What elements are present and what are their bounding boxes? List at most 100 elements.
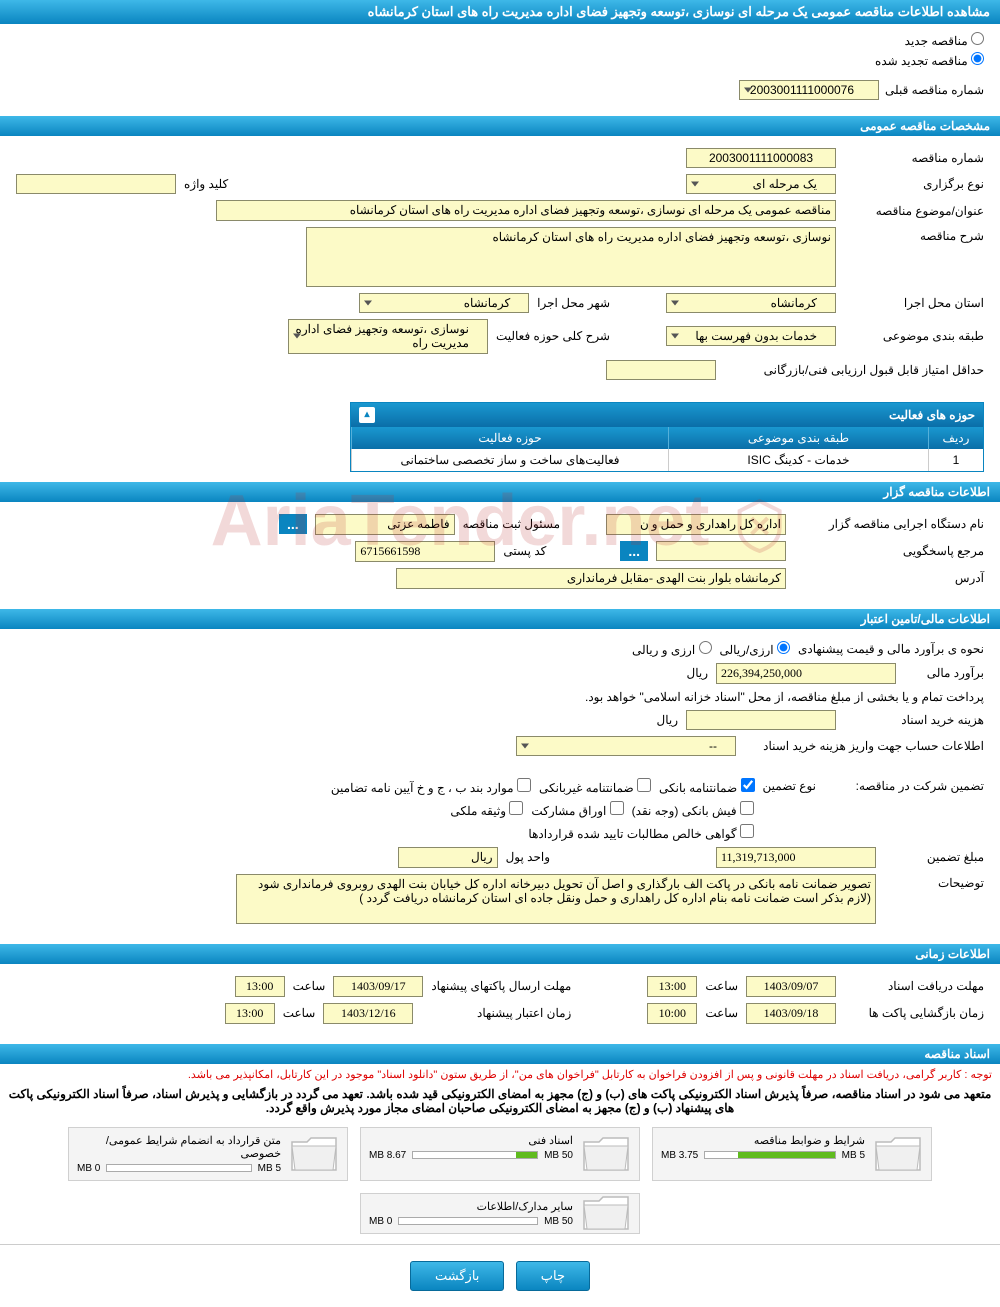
activity-scope-label: شرح کلی حوزه فعالیت bbox=[496, 329, 610, 343]
notes-textarea[interactable]: تصویر ضمانت نامه بانکی در پاکت الف بارگذ… bbox=[236, 874, 876, 924]
file-card[interactable]: شرایط و ضوابط مناقصه5 MB3.75 MB bbox=[652, 1127, 932, 1181]
file-used: 8.67 MB bbox=[369, 1150, 406, 1161]
radio-rial[interactable]: ارزی/ریالی bbox=[720, 641, 790, 657]
back-button[interactable]: بازگشت bbox=[410, 1261, 504, 1291]
guarantee-amount-label: مبلغ تضمین bbox=[884, 850, 984, 864]
chk-bonds[interactable]: اوراق مشارکت bbox=[531, 801, 623, 818]
page-title: مشاهده اطلاعات مناقصه عمومی یک مرحله ای … bbox=[0, 0, 1000, 24]
chk-certificate-input[interactable] bbox=[740, 824, 754, 838]
responder-input[interactable] bbox=[656, 541, 786, 561]
collapse-icon[interactable]: ▴ bbox=[359, 407, 375, 423]
section-schedule: اطلاعات زمانی bbox=[0, 944, 1000, 964]
tender-title-input[interactable]: مناقصه عمومی یک مرحله ای نوسازی ،توسعه و… bbox=[216, 200, 836, 221]
chk-property[interactable]: وثیقه ملکی bbox=[450, 801, 523, 818]
radio-new-tender[interactable]: مناقصه جدید bbox=[16, 32, 984, 48]
opening-label: زمان بازگشایی پاکت ها bbox=[844, 1006, 984, 1020]
radio-renewed-tender-input[interactable] bbox=[971, 52, 984, 65]
file-card[interactable]: متن قرارداد به انضمام شرایط عمومی/خصوصی5… bbox=[68, 1127, 348, 1181]
doc-deadline-label: مهلت دریافت اسناد bbox=[844, 979, 984, 993]
guarantee-type-label: نوع تضمین bbox=[763, 779, 816, 793]
agency-input[interactable]: اداره کل راهداری و حمل و ن bbox=[606, 514, 786, 535]
chk-bylaw-input[interactable] bbox=[517, 778, 531, 792]
chk-property-input[interactable] bbox=[509, 801, 523, 815]
chk-bonds-input[interactable] bbox=[610, 801, 624, 815]
progress-bar bbox=[106, 1164, 251, 1172]
province-select[interactable]: کرمانشاه bbox=[666, 293, 836, 313]
file-card[interactable]: سایر مدارک/اطلاعات50 MB0 MB bbox=[360, 1193, 640, 1234]
keyword-input[interactable] bbox=[16, 174, 176, 194]
prev-tender-label: شماره مناقصه قبلی bbox=[885, 83, 984, 97]
category-select[interactable]: خدمات بدون فهرست بها bbox=[666, 326, 836, 346]
bid-deadline-date[interactable]: 1403/09/17 bbox=[333, 976, 423, 997]
radio-renewed-tender[interactable]: مناقصه تجدید شده bbox=[16, 52, 984, 68]
cell-scope: فعالیت‌های ساخت و ساز تخصصی ساختمانی bbox=[351, 449, 668, 471]
file-card[interactable]: اسناد فنی50 MB8.67 MB bbox=[360, 1127, 640, 1181]
registrar-input[interactable]: فاطمه عزتی bbox=[315, 514, 455, 535]
chk-nonbank-guarantee-label: ضمانتنامه غیربانکی bbox=[539, 781, 634, 795]
documents-bold-note: متعهد می شود در اسناد مناقصه، صرفاً پذیر… bbox=[0, 1085, 1000, 1117]
responder-lookup-button[interactable]: ... bbox=[620, 541, 648, 561]
progress-bar bbox=[398, 1217, 538, 1225]
account-info-label: اطلاعات حساب جهت واریز هزینه خرید اسناد bbox=[744, 739, 984, 753]
doc-deadline-time[interactable]: 13:00 bbox=[647, 976, 697, 997]
activity-scope-select[interactable]: نوسازی ،توسعه وتجهیز فضای اداره مدیریت ر… bbox=[288, 319, 488, 354]
prev-tender-select[interactable]: 2003001111000076 bbox=[739, 80, 879, 100]
activity-table: حوزه های فعالیت ▴ ردیف طبقه بندی موضوعی … bbox=[350, 402, 984, 472]
validity-label: زمان اعتبار پیشنهاد bbox=[421, 1006, 571, 1020]
chk-bank-guarantee[interactable]: ضمانتنامه بانکی bbox=[659, 778, 755, 795]
doc-fee-input[interactable] bbox=[686, 710, 836, 730]
notes-label: توضیحات bbox=[884, 874, 984, 890]
chk-bank-guarantee-input[interactable] bbox=[741, 778, 755, 792]
chk-certificate[interactable]: گواهی خالص مطالبات تایید شده قراردادها bbox=[528, 824, 754, 841]
guarantee-header: تضمین شرکت در مناقصه: bbox=[824, 779, 984, 793]
opening-date[interactable]: 1403/09/18 bbox=[746, 1003, 836, 1024]
chk-nonbank-guarantee-input[interactable] bbox=[637, 778, 651, 792]
registrar-label: مسئول ثبت مناقصه bbox=[463, 517, 560, 531]
file-cap: 5 MB bbox=[842, 1150, 865, 1161]
account-info-select[interactable]: -- bbox=[516, 736, 736, 756]
agency-label: نام دستگاه اجرایی مناقصه گزار bbox=[794, 517, 984, 531]
doc-deadline-date[interactable]: 1403/09/07 bbox=[746, 976, 836, 997]
chk-bylaw[interactable]: موارد بند ب ، ج و خ آیین نامه تضامین bbox=[331, 778, 531, 795]
tender-desc-textarea[interactable]: نوسازی ،توسعه وتجهیز فضای اداره مدیریت ر… bbox=[306, 227, 836, 287]
currency-unit-input[interactable]: ریال bbox=[398, 847, 498, 868]
category-label: طبقه بندی موضوعی bbox=[844, 329, 984, 343]
guarantee-amount-input[interactable]: 11,319,713,000 bbox=[716, 847, 876, 868]
file-used: 0 MB bbox=[77, 1163, 100, 1174]
radio-renewed-tender-label: مناقصه تجدید شده bbox=[875, 54, 968, 68]
col-row: ردیف bbox=[928, 427, 983, 449]
registrar-lookup-button[interactable]: ... bbox=[279, 514, 307, 534]
time-label-4: ساعت bbox=[283, 1006, 316, 1020]
validity-date[interactable]: 1403/12/16 bbox=[323, 1003, 413, 1024]
print-button[interactable]: چاپ bbox=[516, 1261, 590, 1291]
chk-bank-receipt[interactable]: فیش بانکی (وجه نقد) bbox=[632, 801, 754, 818]
col-scope: حوزه فعالیت bbox=[351, 427, 668, 449]
estimate-input[interactable]: 226,394,250,000 bbox=[716, 663, 896, 684]
bid-deadline-time[interactable]: 13:00 bbox=[235, 976, 285, 997]
file-used: 0 MB bbox=[369, 1216, 392, 1227]
chk-bank-guarantee-label: ضمانتنامه بانکی bbox=[659, 781, 737, 795]
opening-time[interactable]: 10:00 bbox=[647, 1003, 697, 1024]
responder-label: مرجع پاسخگویی bbox=[794, 544, 984, 558]
section-general: مشخصات مناقصه عمومی bbox=[0, 116, 1000, 136]
time-label-3: ساعت bbox=[705, 1006, 738, 1020]
holding-type-select[interactable]: یک مرحله ای bbox=[686, 174, 836, 194]
validity-time[interactable]: 13:00 bbox=[225, 1003, 275, 1024]
address-input[interactable]: کرمانشاه بلوار بنت الهدی -مقابل فرماندار… bbox=[396, 568, 786, 589]
file-name: اسناد فنی bbox=[369, 1134, 573, 1147]
chk-bank-receipt-input[interactable] bbox=[740, 801, 754, 815]
city-select[interactable]: کرمانشاه bbox=[359, 293, 529, 313]
cell-row: 1 bbox=[928, 449, 983, 471]
keyword-label: کلید واژه bbox=[184, 177, 228, 191]
radio-new-tender-input[interactable] bbox=[971, 32, 984, 45]
radio-currency[interactable]: ارزی و ریالی bbox=[632, 641, 712, 657]
radio-currency-input[interactable] bbox=[699, 641, 712, 654]
estimate-label: برآورد مالی bbox=[904, 666, 984, 680]
col-category: طبقه بندی موضوعی bbox=[668, 427, 928, 449]
folder-icon bbox=[581, 1134, 631, 1174]
postal-input[interactable]: 6715661598 bbox=[355, 541, 495, 562]
bid-deadline-label: مهلت ارسال پاکتهای پیشنهاد bbox=[431, 979, 571, 993]
radio-rial-input[interactable] bbox=[777, 641, 790, 654]
chk-nonbank-guarantee[interactable]: ضمانتنامه غیربانکی bbox=[539, 778, 651, 795]
min-score-input[interactable] bbox=[606, 360, 716, 380]
